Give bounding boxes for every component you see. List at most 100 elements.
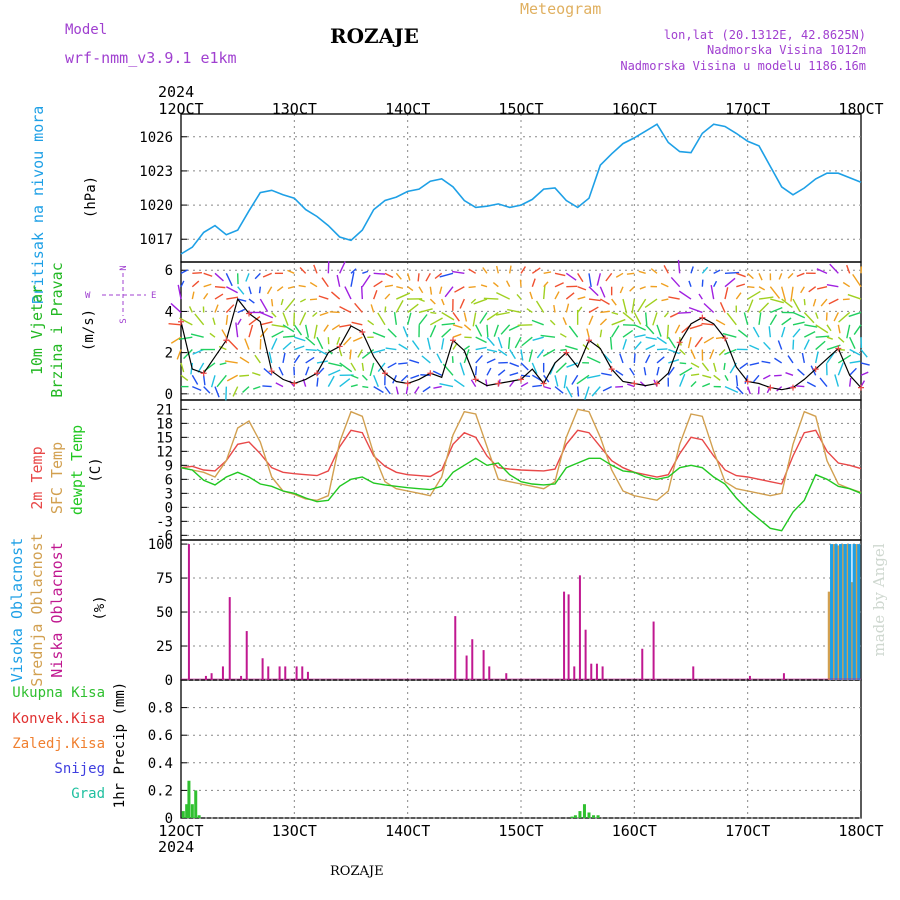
y-tick-label: 0 bbox=[165, 811, 173, 827]
wind-arrow bbox=[826, 351, 836, 364]
wind-arrow bbox=[588, 298, 601, 302]
wind-arrow bbox=[254, 354, 261, 364]
wind-arrow bbox=[622, 329, 634, 338]
wind-arrow bbox=[752, 326, 760, 338]
wind-arrow bbox=[370, 304, 375, 313]
wind-arrow bbox=[429, 325, 437, 338]
wind-arrow bbox=[492, 282, 499, 288]
time-tick-label-bottom: 12OCT bbox=[158, 822, 203, 840]
y-tick-label: 9 bbox=[165, 458, 173, 474]
wind-arrow bbox=[441, 311, 455, 321]
wind-arrow bbox=[321, 277, 329, 288]
wind-arrow bbox=[804, 331, 816, 338]
wind-arrow bbox=[232, 386, 239, 397]
wind-arrow bbox=[259, 298, 269, 312]
wind-arrow bbox=[400, 374, 409, 382]
wind-arrow bbox=[656, 356, 665, 364]
wind-arrow bbox=[667, 336, 677, 349]
wind-arrow bbox=[694, 336, 703, 348]
wind-arrow bbox=[787, 355, 794, 364]
wind-gust-marker bbox=[586, 337, 592, 344]
y-tick-label: 0 bbox=[165, 673, 173, 689]
wind-arrow bbox=[299, 312, 307, 326]
wind-arrow bbox=[414, 386, 420, 394]
wind-arrow bbox=[826, 324, 832, 332]
cloud-bar bbox=[245, 631, 248, 680]
y-tick-label: 25 bbox=[156, 639, 173, 655]
cloud-bar bbox=[204, 675, 207, 680]
wind-arrow bbox=[787, 272, 794, 279]
wind-gust-marker bbox=[450, 337, 456, 344]
wind-arrow bbox=[735, 375, 739, 387]
wind-arrow bbox=[801, 352, 806, 364]
wind-arrow bbox=[474, 366, 478, 376]
wind-arrow bbox=[543, 385, 552, 390]
wind-arrow bbox=[599, 286, 606, 298]
wind-arrow bbox=[644, 312, 648, 326]
wind-arrow bbox=[668, 296, 680, 300]
wind-arrow bbox=[486, 348, 498, 353]
wind-arrow bbox=[842, 281, 851, 288]
precip-legend-item: Grad bbox=[71, 786, 105, 802]
wind-arrow bbox=[637, 298, 647, 312]
wind-arrow bbox=[210, 375, 216, 388]
wind-arrow bbox=[432, 370, 442, 376]
wind-arrow bbox=[192, 385, 202, 392]
wind-arrow bbox=[305, 336, 316, 346]
wind-arrow bbox=[639, 286, 646, 290]
panel-frames bbox=[180, 113, 862, 819]
wind-arrow bbox=[762, 374, 771, 380]
cloud-bar bbox=[454, 616, 457, 680]
wind-arrow bbox=[690, 381, 697, 388]
wind-arrow bbox=[763, 341, 771, 351]
wind-arrow bbox=[747, 272, 754, 280]
wind-arrow bbox=[758, 273, 763, 281]
wind-arrow bbox=[395, 272, 402, 280]
wind-arrow bbox=[577, 296, 586, 300]
cloud-bar bbox=[573, 666, 576, 680]
wind-arrow bbox=[190, 333, 204, 338]
wind-arrow bbox=[439, 383, 454, 388]
wind-arrow bbox=[724, 271, 740, 275]
wind-arrow bbox=[602, 385, 612, 392]
wind-arrow bbox=[459, 298, 465, 309]
wind-arrow bbox=[406, 273, 411, 281]
wind-arrow bbox=[509, 349, 516, 360]
wind-arrow bbox=[739, 362, 749, 370]
wind-arrow bbox=[350, 362, 357, 371]
wind-arrow bbox=[531, 362, 538, 374]
wind-arrow bbox=[535, 300, 545, 313]
wind-arrow bbox=[826, 284, 839, 288]
wind-arrow bbox=[226, 296, 239, 300]
wind-arrow bbox=[225, 273, 233, 287]
wind-arrow bbox=[797, 368, 805, 376]
wind-arrow bbox=[677, 311, 692, 314]
wind-arrow bbox=[747, 290, 761, 300]
wind-arrow bbox=[452, 270, 465, 275]
cloud-bar bbox=[584, 629, 587, 680]
wind-arrow bbox=[505, 280, 511, 288]
wind-arrow bbox=[670, 276, 681, 288]
wind-arrow bbox=[769, 286, 781, 299]
wind-arrow bbox=[170, 302, 182, 313]
wind-arrow bbox=[737, 329, 749, 338]
wind-arrow bbox=[709, 349, 715, 360]
wind-arrow bbox=[411, 340, 420, 350]
cloud-bar bbox=[482, 650, 485, 680]
wind-arrow bbox=[384, 272, 394, 279]
wind-arrow bbox=[180, 280, 185, 288]
wind-arrow bbox=[645, 336, 657, 341]
wind-arrow bbox=[627, 383, 635, 388]
wind-arrow bbox=[254, 272, 261, 280]
wind-arrow bbox=[837, 324, 841, 334]
wind-arrow bbox=[309, 298, 318, 301]
wind-arrow bbox=[846, 324, 851, 339]
wind-arrow bbox=[622, 311, 635, 322]
wind-arrow bbox=[483, 297, 499, 300]
wind-arrow bbox=[350, 374, 359, 379]
wind-arrow bbox=[237, 286, 245, 295]
y-tick-label: 6 bbox=[165, 263, 173, 279]
wind-arrow bbox=[369, 362, 375, 377]
wind-arrow bbox=[439, 286, 443, 295]
wind-gust-marker bbox=[314, 370, 320, 377]
